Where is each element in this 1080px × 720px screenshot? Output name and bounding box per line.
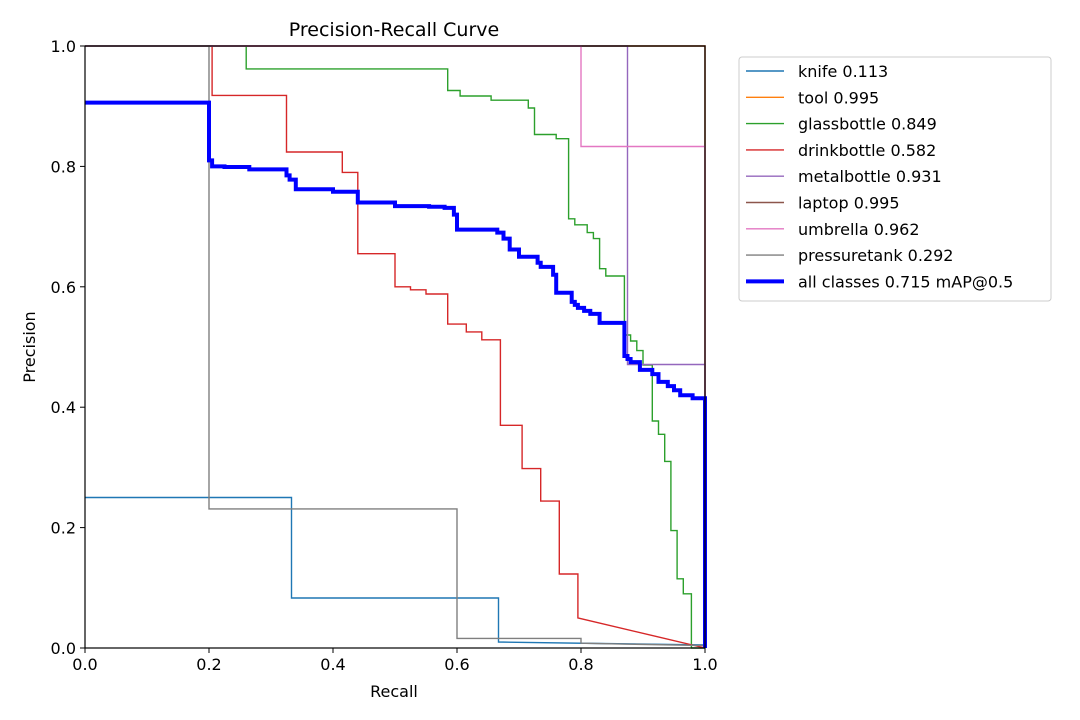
- y-tick-label: 1.0: [51, 37, 76, 56]
- legend-frame: [738, 56, 1052, 302]
- x-axis-title: Recall: [370, 682, 418, 701]
- x-tick-label: 0.0: [72, 655, 97, 674]
- legend-label-6: umbrella 0.962: [798, 220, 920, 239]
- series-line-8: [85, 100, 707, 648]
- series-line-7: [85, 45, 706, 648]
- legend-label-2: glassbottle 0.849: [798, 115, 937, 134]
- legend-label-4: metalbottle 0.931: [798, 167, 942, 186]
- x-axis: 0.0 0.2 0.4 0.6 0.8 1.0: [72, 648, 718, 674]
- y-tick-label: 0.8: [51, 157, 76, 176]
- y-axis-title: Precision: [20, 311, 39, 382]
- x-tick-label: 1.0: [692, 655, 717, 674]
- x-tick-label: 0.6: [444, 655, 469, 674]
- legend-items: knife 0.113 tool 0.995 glassbottle 0.849 dr…: [746, 62, 1013, 291]
- y-tick-label: 0.6: [51, 278, 76, 297]
- chart-title: Precision-Recall Curve: [289, 19, 499, 41]
- legend-label-5: laptop 0.995: [798, 194, 900, 213]
- series-line-3: [85, 45, 706, 649]
- series-line-2: [85, 45, 705, 649]
- y-tick-label: 0.2: [51, 519, 76, 538]
- legend-label-0: knife 0.113: [798, 62, 888, 81]
- x-tick-label: 0.8: [568, 655, 593, 674]
- x-tick-label: 0.4: [320, 655, 345, 674]
- legend: knife 0.113 tool 0.995 glassbottle 0.849 dr…: [738, 56, 1052, 302]
- y-tick-label: 0.4: [51, 398, 76, 417]
- legend-label-1: tool 0.995: [798, 88, 879, 107]
- x-tick-label: 0.2: [196, 655, 221, 674]
- legend-label-7: pressuretank 0.292: [798, 246, 953, 265]
- y-tick-label: 0.0: [51, 639, 76, 658]
- y-axis: 0.0 0.2 0.4 0.6 0.8 1.0: [51, 37, 85, 658]
- plot-frame: [84, 45, 706, 649]
- legend-label-3: drinkbottle 0.582: [798, 141, 936, 160]
- legend-label-8: all classes 0.715 mAP@0.5: [798, 272, 1013, 291]
